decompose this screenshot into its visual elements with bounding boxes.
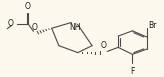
Text: O: O	[7, 19, 13, 28]
Text: Br: Br	[148, 21, 156, 30]
Text: O: O	[24, 2, 30, 11]
Text: F: F	[130, 67, 135, 76]
Text: O: O	[32, 23, 37, 32]
Text: O: O	[101, 41, 107, 50]
Text: NH: NH	[70, 23, 81, 32]
